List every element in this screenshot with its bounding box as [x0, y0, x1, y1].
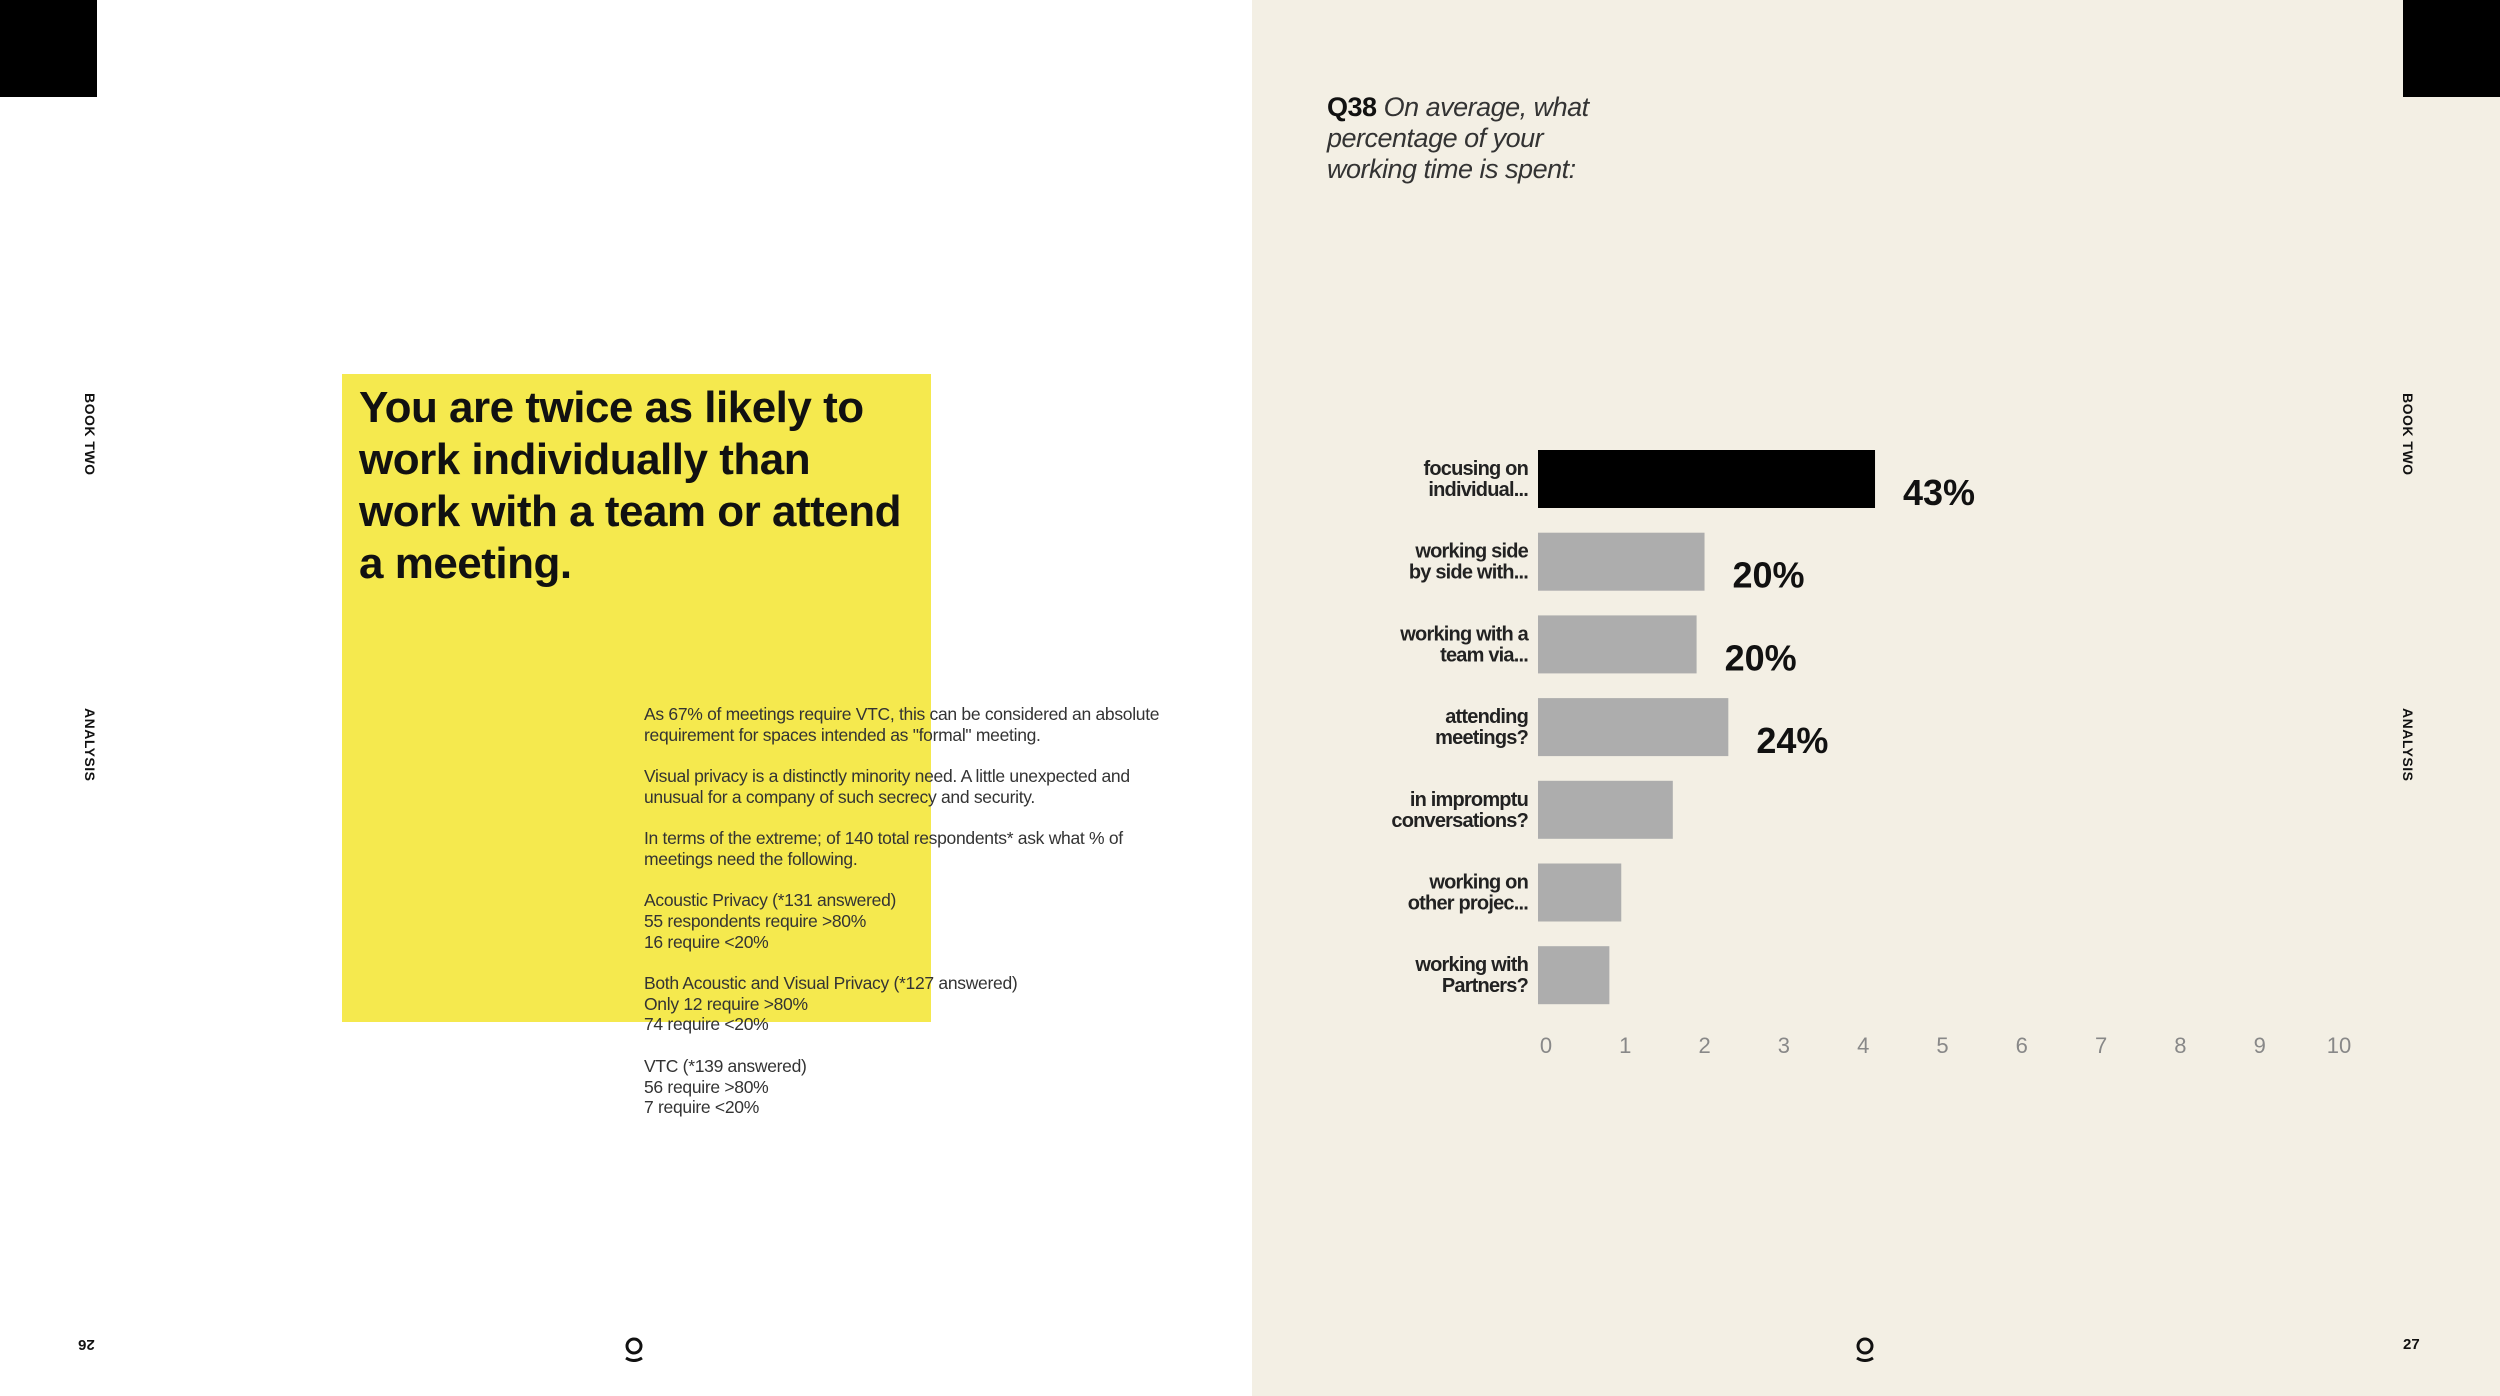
chart-value-label: 20% [1725, 637, 1797, 678]
chart-value-label: 24% [1756, 720, 1828, 761]
left-section-label: BOOK TWO [82, 393, 98, 476]
chart-bar [1538, 946, 1610, 1005]
body-line: VTC (*139 answered) [644, 1055, 807, 1076]
chart-bar [1538, 615, 1697, 674]
body-line: Only 12 require >80% [644, 993, 808, 1014]
chart-bar [1538, 698, 1729, 757]
chart-bar [1538, 450, 1876, 508]
chart-x-tick: 6 [2016, 1033, 2028, 1058]
body-text: As 67% of meetings require VTC, this can… [644, 704, 1204, 1139]
body-paragraph: As 67% of meetings require VTC, this can… [644, 704, 1204, 745]
page-number-left: 26 [78, 1336, 95, 1353]
chart-bar [1538, 863, 1622, 922]
body-paragraph: Acoustic Privacy (*131 answered) 55 respo… [644, 890, 1204, 952]
body-paragraph: Both Acoustic and Visual Privacy (*127 a… [644, 973, 1204, 1035]
right-page [1252, 0, 2500, 1396]
brand-logo-icon-right [1856, 1337, 1874, 1362]
body-line: Visual privacy is a distinctly minority … [644, 766, 1130, 787]
chart-x-tick: 1 [1619, 1033, 1631, 1058]
body-paragraph: In terms of the extreme; of 140 total re… [644, 828, 1204, 869]
question-text: On average, what percentage of your work… [1327, 92, 1589, 184]
body-line: 55 respondents require >80% [644, 910, 866, 931]
corner-block-right [2403, 0, 2500, 97]
body-line: unusual for a company of such secrecy an… [644, 786, 1035, 807]
highlight-panel [342, 374, 931, 1022]
headline: You are twice as likely to work individu… [359, 383, 901, 588]
body-paragraph: Visual privacy is a distinctly minority … [644, 766, 1204, 807]
body-line: Both Acoustic and Visual Privacy (*127 a… [644, 973, 1018, 994]
body-paragraph: VTC (*139 answered) 56 require >80% 7 requ… [644, 1056, 1204, 1118]
body-line: In terms of the extreme; of 140 total re… [644, 828, 1123, 849]
chart-x-tick: 8 [2174, 1033, 2186, 1058]
chart-x-tick: 10 [2327, 1033, 2351, 1058]
bar-chart: focusing on individual... 43% working side b… [1391, 450, 2351, 1058]
chart-value-label: 43% [1903, 472, 1975, 513]
chart-category-label: working with a team via... [1399, 623, 1529, 666]
corner-block-left [0, 0, 97, 97]
brand-logo-icon-left [625, 1337, 643, 1362]
body-line: requirement for spaces intended as "form… [644, 724, 1041, 745]
body-line: 16 require <20% [644, 931, 769, 952]
chart-x-tick: 4 [1857, 1033, 1869, 1058]
body-line: 56 require >80% [644, 1076, 769, 1097]
chart-x-tick: 3 [1778, 1033, 1790, 1058]
chart-category-label: attending meetings? [1435, 706, 1528, 749]
body-line: 7 require <20% [644, 1097, 759, 1118]
chart-category-label: working with Partners? [1414, 954, 1528, 997]
chart-x-tick: 5 [1936, 1033, 1948, 1058]
chart-value-label: 20% [1733, 555, 1805, 596]
page-number-right: 27 [2403, 1336, 2420, 1353]
body-line: Acoustic Privacy (*131 answered) [644, 890, 897, 911]
chart-category-label: working side by side with... [1409, 541, 1529, 584]
body-line: meetings need the following. [644, 848, 858, 869]
question-block: Q38 On average, what percentage of your … [1327, 92, 1627, 185]
chart-category-label: focusing on individual... [1423, 458, 1528, 501]
right-chapter-label: ANALYSIS [2400, 708, 2416, 782]
chart-category-label: in impromptu conversations? [1391, 789, 1528, 832]
chart-x-tick: 2 [1698, 1033, 1710, 1058]
chart-bar [1538, 780, 1673, 839]
question-number: Q38 [1327, 92, 1377, 122]
chart-x-tick: 7 [2095, 1033, 2107, 1058]
chart-x-tick: 9 [2254, 1033, 2266, 1058]
body-line: 74 require <20% [644, 1014, 769, 1035]
chart-bar [1538, 532, 1705, 591]
body-line: As 67% of meetings require VTC, this can… [644, 704, 1160, 724]
left-chapter-label: ANALYSIS [82, 708, 98, 782]
chart-x-tick: 0 [1540, 1033, 1552, 1058]
chart-category-label: working on other projec... [1408, 872, 1528, 915]
right-section-label: BOOK TWO [2400, 393, 2416, 476]
